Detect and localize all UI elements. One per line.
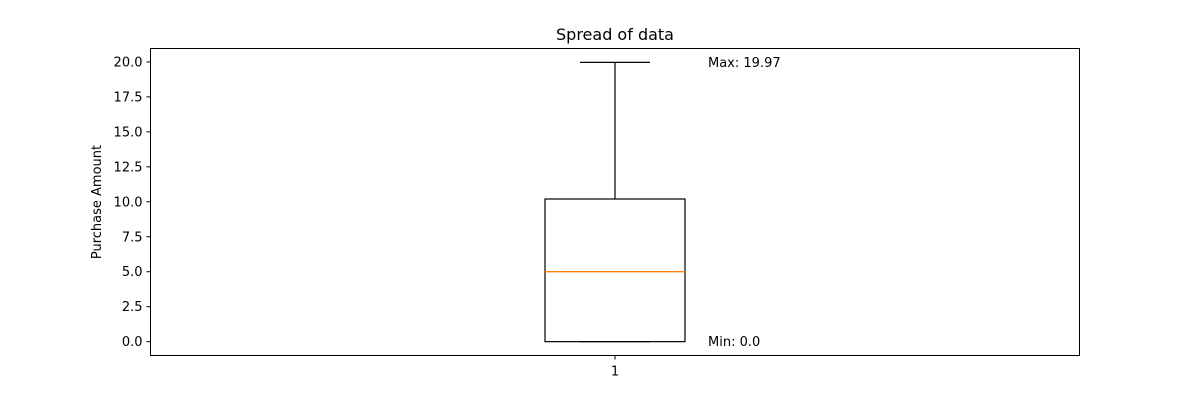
- annotation-label: Min: 0.0: [708, 335, 760, 350]
- y-axis: 0.0 2.5 5.0 7.5 10.0 12.5 15.0 17.5 20.0: [114, 55, 151, 350]
- x-tick-label: 1: [611, 365, 619, 380]
- y-tick-label: 15.0: [114, 125, 143, 140]
- iqr-box: [544, 198, 686, 343]
- box-series: [544, 61, 686, 343]
- y-tick-label: 17.5: [114, 90, 143, 105]
- chart-title: Spread of data: [556, 25, 674, 44]
- y-tick-label: 0.0: [122, 335, 143, 350]
- annotation-label: Max: 19.97: [708, 56, 781, 71]
- plot-frame: [150, 48, 1080, 356]
- y-tick-label: 5.0: [122, 265, 143, 280]
- y-axis-label: Purchase Amount: [90, 145, 105, 259]
- x-axis: 1: [611, 355, 619, 380]
- y-tick-label: 10.0: [114, 195, 143, 210]
- y-tick-label: 2.5: [122, 300, 143, 315]
- y-tick-label: 20.0: [114, 55, 143, 70]
- y-tick-label: 12.5: [114, 160, 143, 175]
- annotations: Max: 19.97 Min: 0.0: [708, 56, 781, 350]
- y-tick-label: 7.5: [122, 230, 143, 245]
